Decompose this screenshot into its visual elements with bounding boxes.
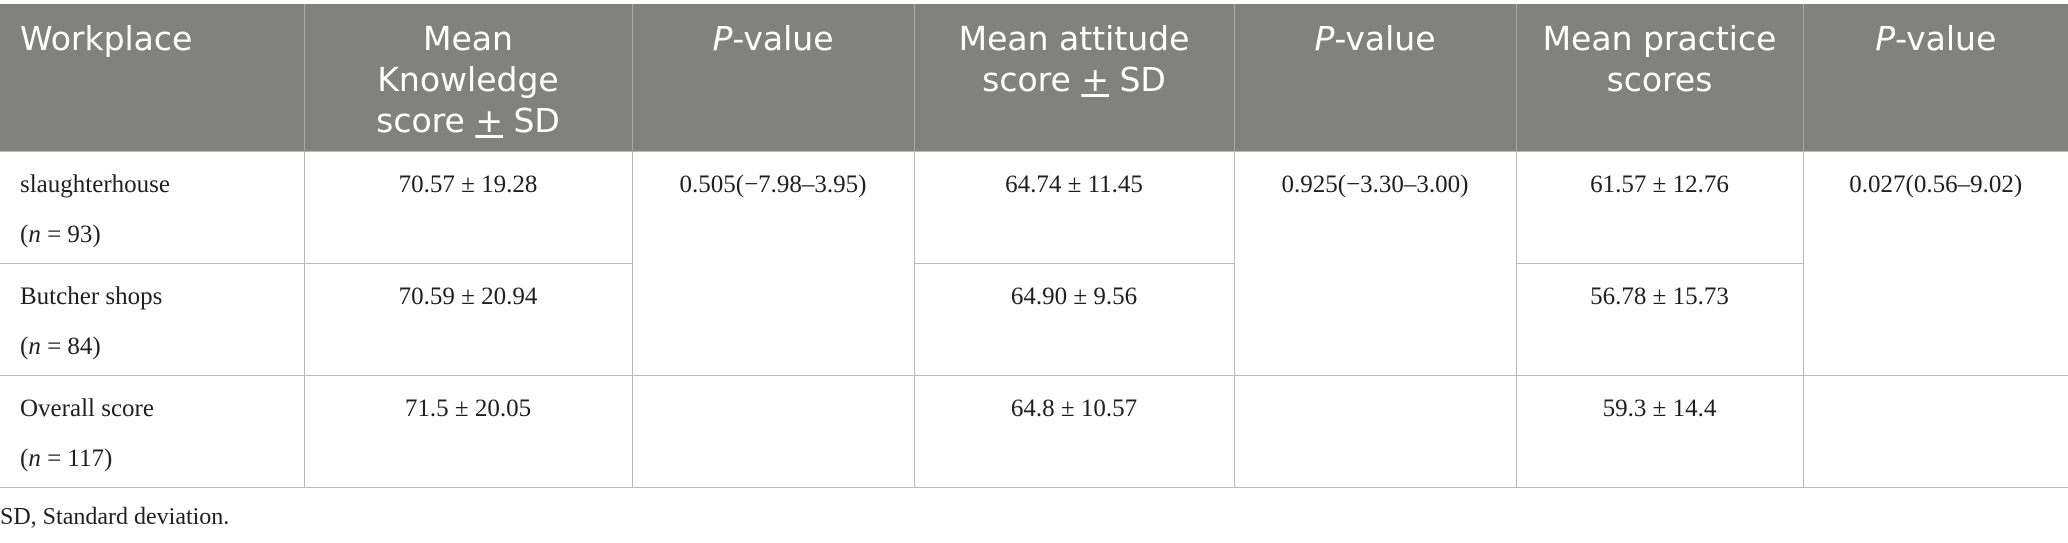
- attitude-p-value-cell: [1233, 375, 1517, 488]
- attitude-score-cell: 64.90 ± 9.56: [913, 263, 1235, 376]
- knowledge-p-value-cell: [631, 375, 915, 488]
- practice-score-cell: 61.57 ± 12.76: [1515, 151, 1804, 264]
- table-row-butcher-shops: Butcher shops (n = 84) 70.59 ± 20.94 64.9…: [0, 263, 2068, 376]
- practice-p-value-cell: 0.027(0.56–9.02): [1802, 151, 2068, 376]
- header-knowledge-p-value: P-value: [631, 4, 914, 152]
- table-row-overall-score: Overall score (n = 117) 71.5 ± 20.05 64.8…: [0, 375, 2068, 488]
- practice-score-cell: 56.78 ± 15.73: [1515, 263, 1804, 376]
- attitude-p-value-cell: 0.925(−3.30–3.00): [1233, 151, 1517, 376]
- practice-p-value-cell: [1802, 375, 2068, 488]
- header-mean-knowledge: Mean Knowledge score + SD: [303, 4, 632, 152]
- knowledge-score-cell: 70.59 ± 20.94: [303, 263, 633, 376]
- attitude-score-cell: 64.8 ± 10.57: [913, 375, 1235, 488]
- knowledge-score-cell: 71.5 ± 20.05: [303, 375, 633, 488]
- attitude-score-cell: 64.74 ± 11.45: [913, 151, 1235, 264]
- table-row-slaughterhouse: slaughterhouse (n = 93) 70.57 ± 19.28 0.5…: [0, 151, 2068, 376]
- workplace-cell: slaughterhouse (n = 93): [0, 151, 305, 264]
- workplace-cell: Overall score (n = 117): [0, 375, 305, 488]
- header-workplace: Workplace: [0, 4, 304, 152]
- header-attitude-p-value: P-value: [1233, 4, 1516, 152]
- knowledge-p-value-cell: 0.505(−7.98–3.95): [631, 151, 915, 376]
- header-mean-practice: Mean practice scores: [1515, 4, 1803, 152]
- table-footnote: SD, Standard deviation.: [0, 504, 230, 530]
- practice-score-cell: 59.3 ± 14.4: [1515, 375, 1804, 488]
- header-practice-p-value: P-value: [1802, 4, 2068, 152]
- header-row: Workplace Mean Knowledge score + SD P-va…: [0, 4, 2068, 152]
- header-mean-attitude: Mean attitude score + SD: [913, 4, 1234, 152]
- workplace-cell: Butcher shops (n = 84): [0, 263, 305, 376]
- knowledge-score-cell: 70.57 ± 19.28: [303, 151, 633, 264]
- results-table: Workplace Mean Knowledge score + SD P-va…: [0, 4, 2068, 488]
